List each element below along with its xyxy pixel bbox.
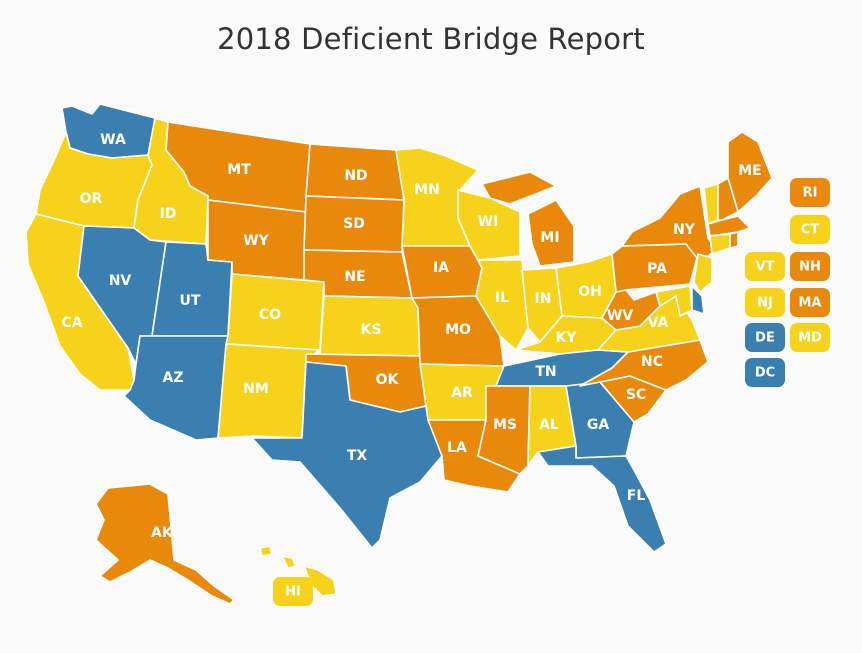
state-TX[interactable] — [251, 361, 443, 549]
state-NJ — [693, 253, 713, 293]
state-NY[interactable] — [621, 185, 717, 263]
state-chip-vt[interactable]: VT — [745, 252, 785, 281]
state-NH — [717, 177, 739, 221]
state-chip-ct[interactable]: CT — [790, 215, 830, 244]
state-chip-hi[interactable]: HI — [273, 577, 313, 606]
state-PA[interactable] — [611, 243, 699, 293]
state-chip-nh[interactable]: NH — [790, 252, 830, 281]
state-CT — [709, 233, 731, 255]
state-chip-nh-box[interactable] — [790, 252, 830, 281]
state-chip-dc-box[interactable] — [745, 358, 785, 387]
state-KS[interactable] — [319, 295, 421, 357]
state-VT — [703, 183, 719, 225]
state-chip-nj[interactable]: NJ — [745, 288, 785, 317]
state-MD — [655, 285, 693, 317]
state-SD[interactable] — [303, 195, 405, 253]
state-AK[interactable] — [95, 483, 235, 605]
state-FL[interactable] — [537, 445, 667, 553]
state-chip-nj-box[interactable] — [745, 288, 785, 317]
state-chip-ri[interactable]: RI — [790, 178, 830, 207]
page-title: 2018 Deficient Bridge Report — [217, 22, 645, 56]
state-chip-de-box[interactable] — [745, 323, 785, 352]
state-chip-md-box[interactable] — [790, 323, 830, 352]
state-MI[interactable] — [481, 171, 575, 267]
state-CO[interactable] — [225, 273, 325, 351]
states-layer — [25, 103, 773, 605]
state-chip-de[interactable]: DE — [745, 323, 785, 352]
state-chip-vt-box[interactable] — [745, 252, 785, 281]
state-RI — [729, 231, 739, 249]
state-chip-ma[interactable]: MA — [790, 288, 830, 317]
state-NC[interactable] — [579, 339, 709, 391]
state-chip-md[interactable]: MD — [790, 323, 830, 352]
state-chip-ri-box[interactable] — [790, 178, 830, 207]
state-ND[interactable] — [305, 143, 405, 201]
state-chip-ma-box[interactable] — [790, 288, 830, 317]
state-chip-hi-box[interactable] — [273, 577, 313, 606]
state-chip-ct-box[interactable] — [790, 215, 830, 244]
state-chip-dc[interactable]: DC — [745, 358, 785, 387]
state-IA[interactable] — [401, 245, 483, 299]
state-AZ[interactable] — [123, 335, 229, 441]
